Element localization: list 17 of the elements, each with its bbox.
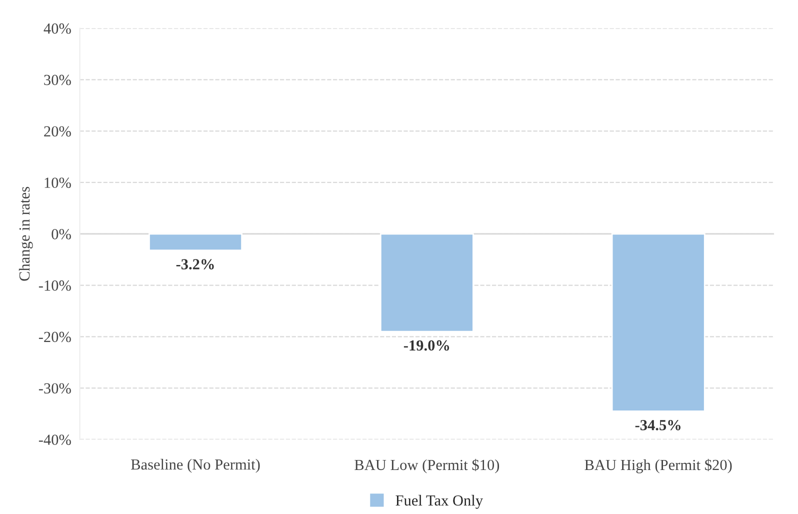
y-tick-label: 40%: [44, 23, 71, 34]
data-label: -19.0%: [404, 340, 450, 351]
data-label: -3.2%: [176, 259, 214, 270]
y-tick-label: -30%: [38, 383, 71, 394]
data-label: -34.5%: [635, 420, 680, 430]
y-tick-label: 20%: [44, 126, 71, 137]
y-tick-label: 30%: [44, 74, 71, 86]
y-tick-label: 0%: [52, 229, 71, 240]
y-tick-label: -20%: [38, 332, 71, 342]
x-tick-label: Baseline (No Permit): [131, 458, 260, 473]
y-tick-label: -10%: [38, 280, 71, 291]
y-axis-title: Change in rates: [18, 186, 33, 281]
x-tick-label: BAU High (Permit $20): [584, 458, 732, 474]
legend-label: Fuel Tax Only: [396, 494, 483, 509]
y-tick-label: 10%: [44, 178, 71, 188]
x-tick-label: BAU Low (Permit $10): [354, 458, 500, 474]
y-tick-label: -40%: [38, 434, 71, 445]
